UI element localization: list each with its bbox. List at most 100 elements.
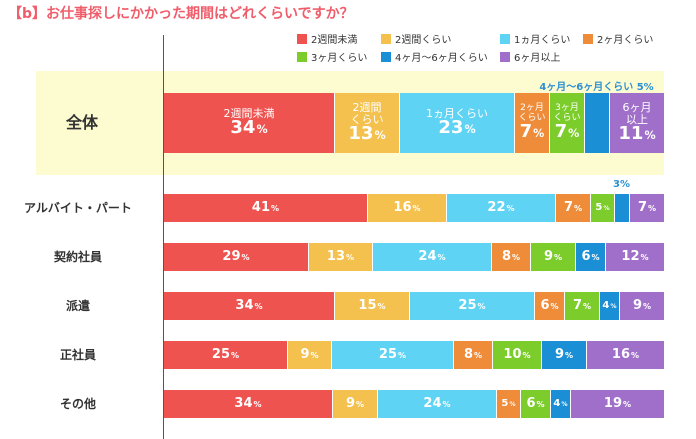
data-label: 34% — [230, 117, 268, 139]
bar-segment-m3: 6% — [520, 390, 550, 418]
bar-segment-lt2w: 34% — [164, 292, 334, 320]
bar-segment-m2: 5% — [496, 390, 520, 418]
data-label: 4% — [602, 299, 617, 311]
bar-segment-m6p: 12% — [605, 243, 664, 271]
bar-segment-m4_6: 4% — [550, 390, 570, 418]
bar-segment-m1: 25% — [331, 341, 453, 369]
bar-segment-lt2w: 2週間未満 34% — [164, 93, 334, 153]
legend-label: 2週間くらい — [395, 35, 452, 46]
bar-segment-m3: 7% — [564, 292, 599, 320]
bar-segment-m2: 8% — [453, 341, 492, 369]
bar-segment-m3: 10% — [492, 341, 541, 369]
segment-category-label: 2週間 — [352, 101, 382, 114]
bar-segment-m6p: 9% — [619, 292, 664, 320]
bar-segment-lt2w: 34% — [164, 390, 332, 418]
data-callout-label: 3% — [613, 179, 630, 190]
bar-segment-m1: 24% — [377, 390, 496, 418]
data-label: 41% — [251, 200, 280, 216]
bar-segment-w2: 16% — [367, 194, 446, 222]
bar-segment-w2: 15% — [334, 292, 409, 320]
data-label: 8% — [501, 249, 521, 265]
bar-segment-m6p: 19% — [570, 390, 664, 418]
bar-segment-m1: 25% — [409, 292, 534, 320]
category-label: 契約社員 — [53, 250, 102, 264]
data-label: 15% — [358, 298, 386, 314]
segment-category-label: 2週間未満 — [223, 106, 275, 120]
bar-segment-m4_6: 6% — [575, 243, 605, 271]
data-label: 9% — [300, 347, 319, 363]
data-label: 25% — [458, 298, 486, 314]
data-label: 5% — [595, 201, 610, 213]
legend-swatch — [500, 34, 510, 44]
legend-item-m4_6: 4ヶ月〜6ヶ月くらい — [381, 52, 488, 65]
data-label: 25% — [378, 347, 407, 363]
category-label: 全体 — [65, 113, 98, 132]
legend-swatch — [297, 34, 307, 44]
data-label: 6% — [526, 396, 545, 412]
bar-segment-m2: 8% — [491, 243, 530, 271]
legend-label: 6ヶ月以上 — [514, 53, 561, 64]
bar-segment-m1: 24% — [372, 243, 491, 271]
legend-label: 4ヶ月〜6ヶ月くらい — [395, 53, 488, 64]
bar-segment-m2: 7% — [555, 194, 590, 222]
data-label: 24% — [418, 249, 446, 265]
bar-segment-m4_6 — [584, 93, 609, 153]
data-label: 9% — [554, 347, 574, 363]
data-label: 12% — [621, 249, 649, 265]
data-label: 9% — [345, 396, 365, 412]
segment-category-label: くらい — [518, 112, 546, 123]
legend-item-w2: 2週間くらい — [381, 34, 451, 47]
data-label: 7% — [519, 120, 545, 142]
bar-segment-m6p: 6ヶ月 以上 11% — [609, 93, 664, 153]
bar-segment-m6p: 16% — [586, 341, 664, 369]
bar-segment-w2: 9% — [332, 390, 377, 418]
bar-segment-lt2w: 29% — [164, 243, 308, 271]
legend-label: 2ヶ月くらい — [597, 35, 654, 46]
data-label: 10% — [503, 347, 531, 363]
bar-segment-m1: 22% — [446, 194, 555, 222]
bar-segment-lt2w: 41% — [164, 194, 367, 222]
bar-segment-m3: 5% — [590, 194, 614, 222]
legend-item-m6p: 6ヶ月以上 — [500, 52, 560, 65]
segment-category-label: 以上 — [626, 112, 648, 126]
segment-category-label: 3ヶ月 — [555, 103, 579, 114]
bar-segment-w2: 9% — [287, 341, 331, 369]
bar-segment-w2: 13% — [308, 243, 372, 271]
data-label: 5% — [501, 397, 516, 409]
category-label: その他 — [59, 397, 96, 411]
legend-swatch — [297, 52, 307, 62]
segment-category-label: くらい — [553, 112, 581, 123]
segment-category-label: 6ヶ月 — [622, 101, 652, 114]
segment-category-label: 2ヶ月 — [520, 103, 544, 114]
category-label: 正社員 — [59, 348, 96, 362]
data-label: 29% — [222, 249, 250, 265]
data-label: 6% — [540, 298, 559, 314]
data-label: 11% — [618, 123, 656, 145]
data-label: 4% — [553, 397, 568, 409]
legend-item-m3: 3ヶ月くらい — [297, 52, 367, 65]
data-label: 7% — [554, 120, 580, 142]
bar-segment-w2: 2週間 くらい 13% — [334, 93, 399, 153]
bar-segment-m1: 1ヵ月くらい 23% — [399, 93, 514, 153]
bar-segment-m6p: 7% — [629, 194, 664, 222]
data-label: 6% — [581, 249, 600, 265]
bar-segment-m4_6: 9% — [541, 341, 586, 369]
data-label: 25% — [211, 347, 240, 363]
legend-swatch — [381, 52, 391, 62]
data-label: 9% — [543, 249, 563, 265]
bar-segment-m2: 2ヶ月 くらい 7% — [514, 93, 549, 153]
category-label: 派遣 — [65, 299, 90, 313]
data-label: 13% — [348, 123, 386, 145]
data-label: 19% — [603, 396, 632, 412]
legend-item-m1: 1ヵ月くらい — [500, 34, 570, 47]
data-callout-label: 4ヶ月〜6ヶ月くらい 5% — [539, 82, 654, 93]
bar-segment-m3: 3ヶ月 くらい 7% — [549, 93, 584, 153]
data-label: 7% — [572, 298, 592, 314]
data-label: 16% — [393, 200, 421, 216]
bar-segment-m4_6 — [614, 194, 629, 222]
bar-segment-m2: 6% — [534, 292, 564, 320]
data-label: 9% — [632, 298, 652, 314]
category-label: アルバイト・パート — [24, 201, 132, 215]
chart-title: 【b】お仕事探しにかかった期間はどれくらいですか？ — [8, 6, 354, 22]
